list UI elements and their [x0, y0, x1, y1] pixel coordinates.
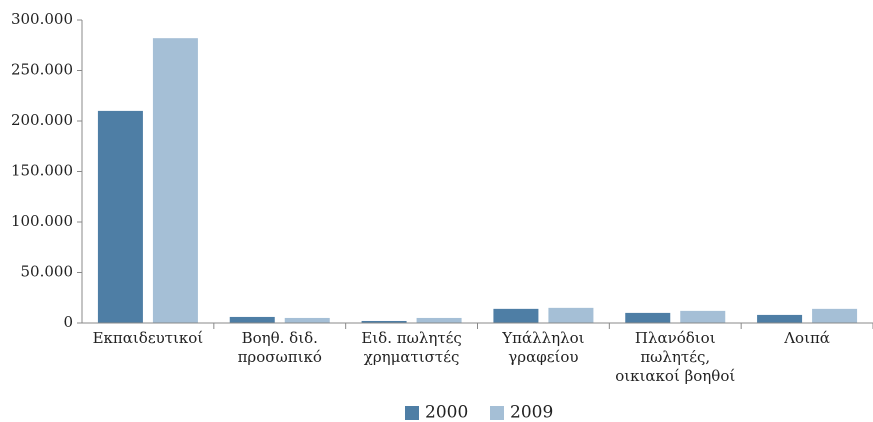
legend-swatch — [490, 406, 504, 420]
bar — [229, 316, 275, 323]
legend-label: 2000 — [425, 403, 468, 422]
bar — [493, 308, 539, 323]
y-tick-label: 50.000 — [21, 263, 74, 281]
legend-swatch — [405, 406, 419, 420]
bar — [416, 317, 462, 323]
x-tick-label: Ειδ. πωλητές χρηματιστές — [361, 329, 462, 366]
bar — [680, 310, 726, 323]
y-tick-label: 100.000 — [11, 212, 73, 230]
bar — [812, 308, 858, 323]
y-tick-label: 300.000 — [11, 10, 73, 28]
bar — [548, 307, 594, 323]
x-tick-label: Υπάλληλοι γραφείου — [502, 329, 585, 366]
bar — [97, 110, 143, 324]
y-tick-label: 0 — [63, 313, 73, 331]
bar — [361, 320, 407, 323]
x-tick-label: Εκπαιδευτικοί — [92, 329, 204, 347]
bar — [284, 317, 330, 323]
y-tick-label: 250.000 — [11, 61, 73, 79]
y-tick-label: 150.000 — [11, 162, 73, 180]
bar — [152, 38, 198, 324]
x-tick-label: Πλανόδιοι πωλητές, οικιακοί βοηθοί — [615, 329, 736, 385]
x-tick-label: Βοηθ. διδ. προσωπικό — [237, 329, 322, 366]
bar — [757, 314, 803, 323]
y-tick-label: 200.000 — [11, 111, 73, 129]
bar — [625, 312, 671, 323]
legend-label: 2009 — [510, 403, 553, 422]
x-tick-label: Λοιπά — [784, 329, 830, 347]
